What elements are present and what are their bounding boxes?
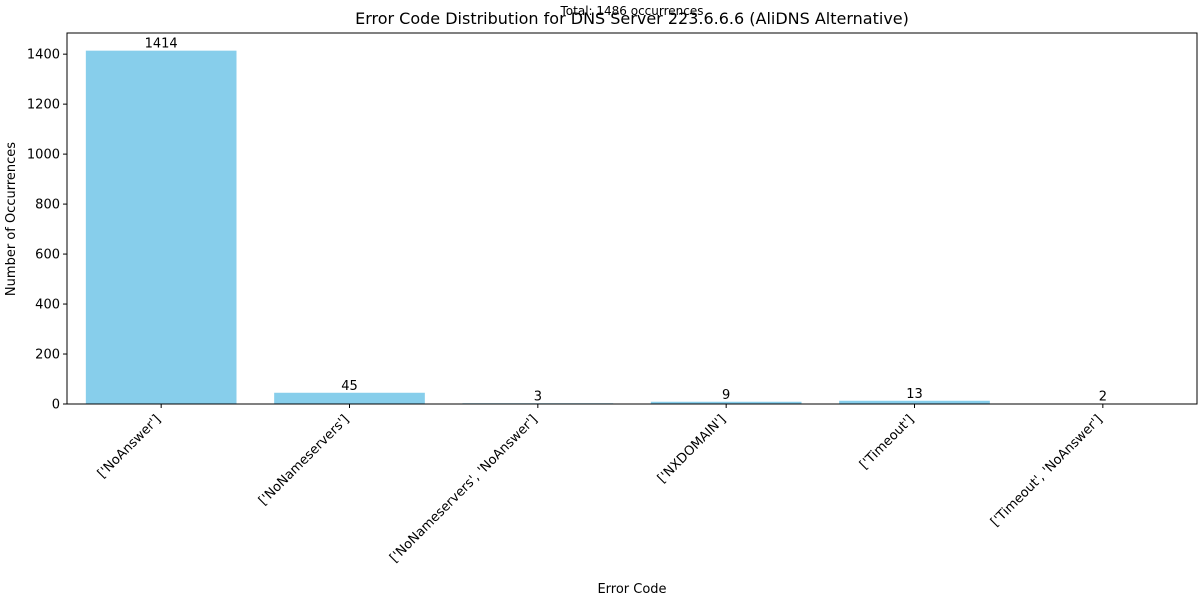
chart-subtitle: Total: 1486 occurrences bbox=[560, 4, 704, 18]
bar bbox=[839, 400, 990, 404]
y-tick-label: 1200 bbox=[27, 98, 60, 113]
bar-value-label: 13 bbox=[906, 387, 923, 402]
x-tick-label: ['Timeout', 'NoAnswer'] bbox=[988, 412, 1106, 530]
y-tick-label: 400 bbox=[35, 298, 60, 313]
x-axis-label: Error Code bbox=[597, 582, 666, 597]
y-tick-label: 600 bbox=[35, 248, 60, 263]
bar-value-label: 45 bbox=[341, 379, 358, 394]
x-tick-label: ['NoNameservers', 'NoAnswer'] bbox=[387, 412, 541, 566]
y-axis-label: Number of Occurrences bbox=[4, 142, 19, 296]
x-axis: ['NoAnswer'] ['NoNameservers'] ['NoNameser… bbox=[95, 404, 1106, 566]
bar-value-label: 9 bbox=[722, 388, 730, 403]
x-tick-label: ['NoNameservers'] bbox=[256, 412, 352, 508]
value-labels-group: 1414 45 3 9 13 2 bbox=[145, 37, 1107, 405]
bars-group bbox=[85, 50, 1179, 405]
y-axis: 0 200 400 600 800 1000 1200 1400 bbox=[27, 48, 67, 413]
y-tick-label: 0 bbox=[52, 398, 60, 413]
y-tick-label: 1400 bbox=[27, 48, 60, 63]
bar-value-label: 3 bbox=[534, 389, 542, 404]
y-tick-label: 800 bbox=[35, 198, 60, 213]
x-tick-label: ['NoAnswer'] bbox=[95, 412, 164, 481]
bar-value-label: 2 bbox=[1099, 390, 1107, 405]
x-tick-label: ['NXDOMAIN'] bbox=[655, 412, 729, 486]
bar bbox=[274, 392, 425, 404]
chart-title: Error Code Distribution for DNS Server 2… bbox=[355, 9, 909, 28]
plot-frame bbox=[66, 32, 1198, 405]
bar bbox=[85, 50, 237, 405]
y-tick-label: 200 bbox=[35, 348, 60, 363]
x-tick-label: ['Timeout'] bbox=[857, 412, 917, 472]
y-tick-label: 1000 bbox=[27, 148, 60, 163]
bar-value-label: 1414 bbox=[145, 37, 178, 52]
bar bbox=[650, 401, 802, 404]
